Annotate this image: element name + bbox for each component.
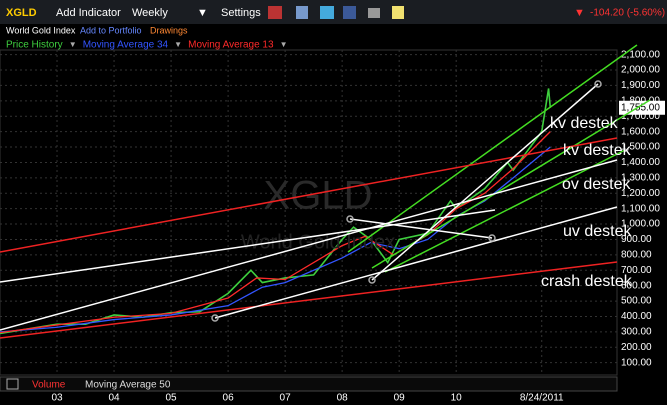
y-tick-label: 1,300.00 — [621, 172, 660, 183]
share-icon[interactable] — [368, 8, 380, 18]
twitter-icon[interactable] — [320, 6, 334, 19]
volume-label: Volume — [32, 380, 66, 391]
x-tick-label: 08 — [337, 393, 349, 404]
y-tick-label: 1,900.00 — [621, 80, 660, 91]
annotation: kv destek — [550, 115, 619, 132]
trend-line — [371, 83, 599, 281]
ma50-label: Moving Average 50 — [85, 380, 171, 391]
y-tick-label: 300.00 — [621, 327, 652, 338]
trend-line — [349, 218, 493, 239]
legend-arrow: ▼ — [174, 40, 182, 49]
interval[interactable]: Weekly — [132, 7, 168, 19]
y-tick-label: 200.00 — [621, 342, 652, 353]
legend-arrow: ▼ — [280, 40, 288, 49]
y-tick-label: 1,400.00 — [621, 157, 660, 168]
close-panel[interactable] — [6, 378, 19, 390]
plot-area: 100.00 200.00 300.00 400.00 500.00 600.00 700.… — [0, 49, 665, 376]
legend: Price History ▼ Moving Average 34 ▼ Moving A… — [6, 40, 287, 51]
y-tick-label: 1,000.00 — [621, 219, 660, 230]
y-tick-label: 1,200.00 — [621, 188, 660, 199]
legend-entry[interactable]: Moving Average 34 — [83, 40, 169, 51]
y-tick-label: 900.00 — [621, 234, 652, 245]
x-tick-label: 09 — [394, 393, 406, 404]
down-arrow: ▼ — [574, 7, 585, 19]
docs-icon[interactable] — [296, 6, 308, 19]
y-tick-label: 700.00 — [621, 265, 652, 276]
instrument-name: World Gold Index — [6, 25, 76, 35]
x-tick-label: 04 — [108, 393, 120, 404]
anchor — [488, 234, 496, 242]
settings[interactable]: Settings — [221, 7, 261, 19]
legend-entry[interactable]: Price History — [6, 40, 63, 51]
y-tick-label: 100.00 — [621, 357, 652, 368]
trend-lines — [0, 44, 651, 339]
anchor — [346, 215, 354, 223]
annotation: ov destek — [562, 176, 631, 193]
x-tick-label: 03 — [51, 393, 63, 404]
y-tick-label: 1,600.00 — [621, 126, 660, 137]
trend-line — [0, 159, 618, 331]
y-tick-label: 500.00 — [621, 296, 652, 307]
y-tick-label: 1,500.00 — [621, 142, 660, 153]
annotation: kv destek — [563, 142, 632, 159]
anchor — [594, 80, 602, 88]
legend-arrow: ▼ — [69, 40, 77, 49]
y-tick-label: 2,000.00 — [621, 65, 660, 76]
trend-line — [0, 261, 618, 339]
x-tick-label: 07 — [280, 393, 292, 404]
trend-line — [384, 149, 626, 273]
x-tick-label: 05 — [166, 393, 178, 404]
watermark-symbol: XGLD — [264, 174, 373, 218]
trend-line — [347, 44, 638, 253]
y-tick-label: 2,100.00 — [621, 49, 660, 60]
drawings[interactable]: Drawings — [150, 25, 188, 35]
y-tick-label: 400.00 — [621, 311, 652, 322]
x-tick-label: 10 — [451, 393, 463, 404]
alarm-icon[interactable] — [268, 6, 282, 19]
annotation: crash destek — [541, 273, 633, 290]
change: -104.20 (-5.60%) — [590, 8, 665, 19]
annotation: uv destek — [563, 223, 632, 240]
x-tick-label: 06 — [223, 393, 235, 404]
last-price-label: 1,755.00 — [621, 102, 660, 113]
note-icon[interactable] — [392, 6, 404, 19]
legend-entry[interactable]: Moving Average 13 — [188, 40, 274, 51]
y-tick-label: 1,100.00 — [621, 203, 660, 214]
interval-arrow[interactable]: ▼ — [197, 7, 208, 19]
y-tick-label: 800.00 — [621, 249, 652, 260]
anchor — [211, 314, 219, 322]
lower-panel — [0, 376, 618, 392]
add-to-portfolio[interactable]: Add to Portfolio — [80, 25, 142, 35]
y-tick-label: 600.00 — [621, 280, 652, 291]
add-indicator[interactable]: Add Indicator — [56, 7, 121, 19]
trend-line — [214, 206, 618, 319]
symbol[interactable]: XGLD — [6, 7, 37, 19]
anchor — [368, 276, 376, 284]
facebook-icon[interactable] — [343, 6, 356, 19]
y-tick-label: 1,700.00 — [621, 111, 660, 122]
x-tick-label: 8/24/2011 — [520, 393, 564, 404]
trend-line — [0, 209, 496, 283]
